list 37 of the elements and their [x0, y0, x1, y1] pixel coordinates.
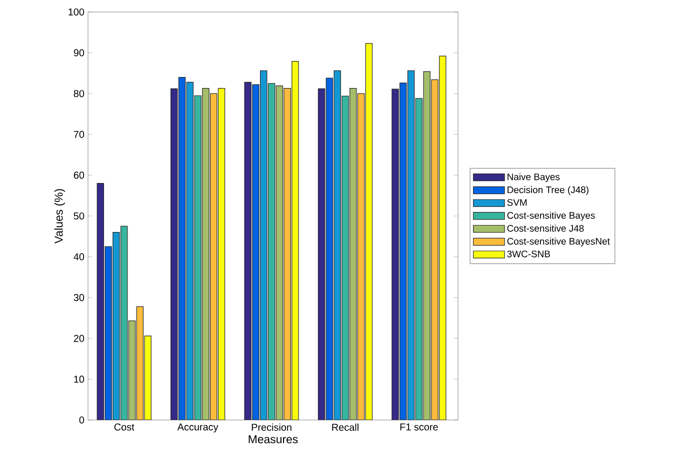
bar [244, 82, 252, 420]
legend-label: Cost-sensitive BayesNet [507, 238, 610, 247]
bar [439, 56, 446, 420]
legend-label: Naive Bayes [508, 173, 560, 182]
x-tick-label: Precision [252, 424, 292, 431]
legend-label: 3WC-SNB [507, 250, 550, 258]
x-tick-label: Recall [332, 424, 358, 431]
bar [144, 336, 152, 420]
legend-label: Decision Tree (J48) [508, 186, 588, 195]
bar [326, 78, 334, 420]
bar [400, 82, 407, 420]
y-tick-label: 70 [74, 130, 84, 138]
bar [218, 88, 226, 420]
y-tick-label: 20 [74, 334, 84, 342]
bar [178, 76, 186, 420]
y-axis-title: Values (%) [54, 189, 66, 244]
x-tick-label: Accuracy [177, 424, 218, 432]
y-tick-label: 90 [74, 49, 84, 56]
x-tick-label: Cost [114, 424, 134, 431]
legend-label: Cost-sensitive J48 [507, 224, 584, 232]
y-tick-label: 40 [74, 253, 84, 260]
y-tick-label: 30 [74, 294, 84, 302]
bar [365, 43, 373, 420]
y-tick-label: 60 [74, 172, 84, 179]
bar [104, 246, 112, 420]
legend-label: Cost-sensitive Bayes [507, 212, 595, 221]
legend-label: SVM [507, 199, 527, 206]
x-tick-label: F1 score [400, 424, 438, 430]
y-tick-label: 10 [74, 376, 84, 383]
x-axis-title: Measures [248, 435, 298, 444]
y-tick-label: 80 [74, 90, 84, 98]
y-tick-label: 100 [68, 8, 84, 16]
y-tick-label: 0 [79, 416, 84, 424]
bar [318, 88, 326, 420]
bar [170, 88, 178, 420]
y-tick-label: 50 [74, 212, 84, 220]
bar [96, 183, 104, 420]
